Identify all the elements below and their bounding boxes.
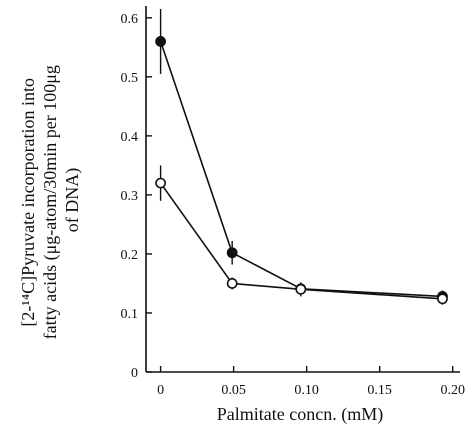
chart-ticks: 0 0.1 0.2 0.3 0.4 0.5 0.6 0 0.05 0.10 0.15 0.20 xyxy=(121,12,465,398)
x-axis-title: Palmitate concn. (mM) xyxy=(217,404,383,425)
series-2 xyxy=(155,165,448,305)
data-point xyxy=(437,293,448,305)
x-tick-label: 0 xyxy=(157,383,164,398)
data-point xyxy=(226,247,238,259)
data-point xyxy=(295,283,307,295)
y-tick-label: 0.6 xyxy=(121,12,139,27)
series-1 xyxy=(155,8,448,303)
x-tick-label: 0.05 xyxy=(221,383,246,398)
y-axis-title: [2-¹⁴C]Pyruvate incorporation into fatty… xyxy=(18,61,83,340)
x-tick-label: 0.15 xyxy=(367,383,392,398)
data-point xyxy=(155,177,167,189)
y-axis-title-line-3: of DNA) xyxy=(62,168,83,233)
data-point xyxy=(226,278,238,289)
y-tick-label: 0.5 xyxy=(121,71,139,86)
y-tick-label: 0.4 xyxy=(121,130,139,145)
y-tick-label: 0.1 xyxy=(121,307,139,322)
y-tick-label: 0.2 xyxy=(121,248,139,263)
y-tick-label: 0.3 xyxy=(121,189,139,204)
y-axis-title-line-2: fatty acids (μg-atom/30min per 100μg xyxy=(40,65,61,339)
y-tick-label: 0 xyxy=(131,366,138,381)
chart-series xyxy=(155,8,448,305)
series-line xyxy=(159,182,443,300)
y-axis-title-line-1: [2-¹⁴C]Pyruvate incorporation into xyxy=(18,78,38,327)
chart-axes xyxy=(145,6,460,373)
data-point xyxy=(155,36,167,47)
x-tick-label: 0.20 xyxy=(440,383,465,398)
x-tick-label: 0.10 xyxy=(294,383,319,398)
series-line xyxy=(159,41,443,298)
